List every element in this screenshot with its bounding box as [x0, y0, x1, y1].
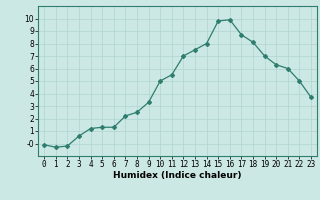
X-axis label: Humidex (Indice chaleur): Humidex (Indice chaleur): [113, 171, 242, 180]
